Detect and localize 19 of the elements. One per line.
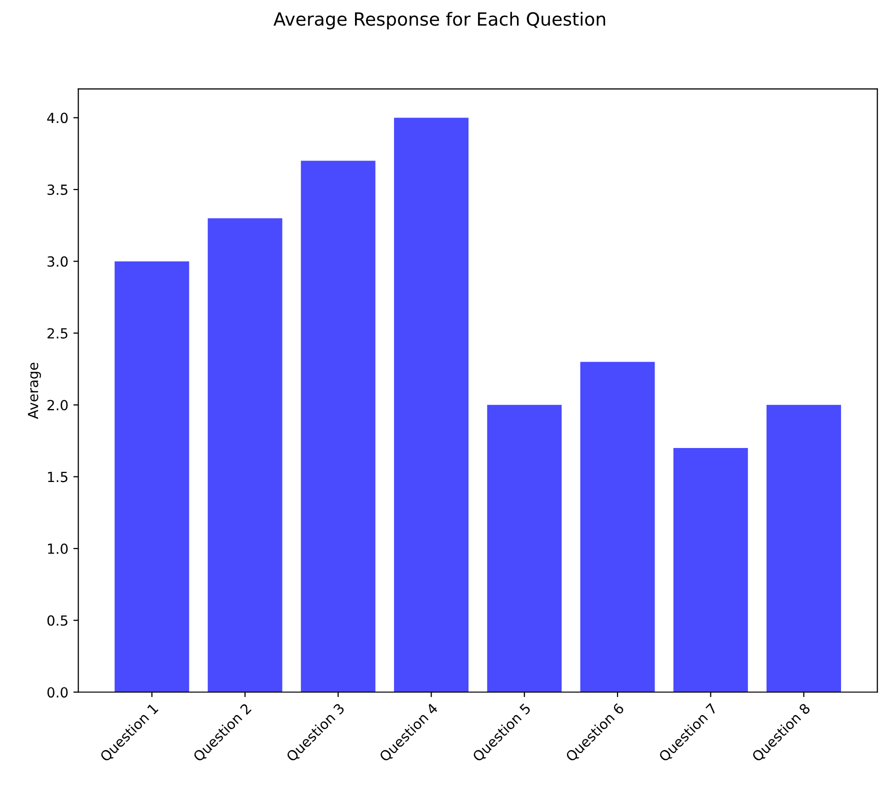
y-tick-label: 3.5	[48, 184, 68, 195]
bar	[673, 448, 748, 692]
bar	[300, 160, 376, 692]
y-tick-label: 0.5	[47, 615, 68, 626]
y-axis-title: Average	[28, 362, 41, 419]
y-tick-label: 3.0	[48, 256, 68, 267]
y-tick-label: 0.0	[47, 687, 68, 698]
y-tick-label: 1.0	[48, 543, 68, 554]
bar	[487, 404, 562, 692]
y-tick-label: 2.0	[48, 400, 68, 410]
bar	[208, 218, 282, 692]
bar	[394, 118, 469, 692]
bar	[114, 261, 190, 692]
bar	[580, 362, 655, 692]
y-tick-label: 1.5	[48, 472, 68, 482]
bar	[766, 404, 842, 692]
chart-title: Average Response for Each Question	[274, 12, 606, 30]
y-tick-label: 4.0	[47, 112, 68, 124]
y-tick-label: 2.5	[48, 328, 68, 339]
